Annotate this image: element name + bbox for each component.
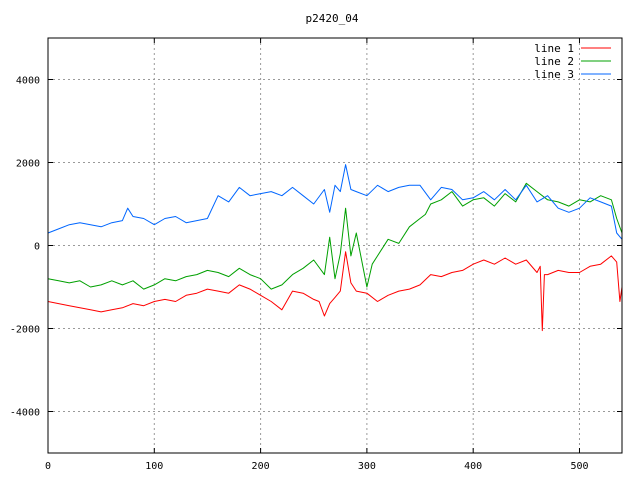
- y-tick-label: 0: [34, 242, 40, 253]
- series-line-3: [47, 164, 623, 240]
- y-tick-label: -4000: [10, 408, 40, 419]
- x-tick-label: 300: [358, 461, 376, 472]
- x-tick-label: 200: [252, 461, 270, 472]
- y-tick-label: 2000: [16, 159, 40, 170]
- grid-lines: [48, 38, 622, 453]
- legend-label-1: line 1: [534, 42, 574, 55]
- axis-ticks: 0 100 200 300 400 500 -4000 -2000 0 2000 4000: [10, 38, 622, 472]
- series-layer: [47, 164, 623, 332]
- legend-label-2: line 2: [534, 55, 574, 68]
- y-tick-label: -2000: [10, 325, 40, 336]
- y-tick-label: 4000: [16, 76, 40, 87]
- x-tick-label: 100: [145, 461, 163, 472]
- x-tick-label: 400: [464, 461, 482, 472]
- series-line-2: [47, 182, 623, 290]
- x-tick-label: 0: [45, 461, 51, 472]
- legend-label-3: line 3: [534, 68, 574, 81]
- chart-title: p2420_04: [306, 12, 359, 25]
- series-line-1: [47, 251, 623, 332]
- x-tick-label: 500: [570, 461, 588, 472]
